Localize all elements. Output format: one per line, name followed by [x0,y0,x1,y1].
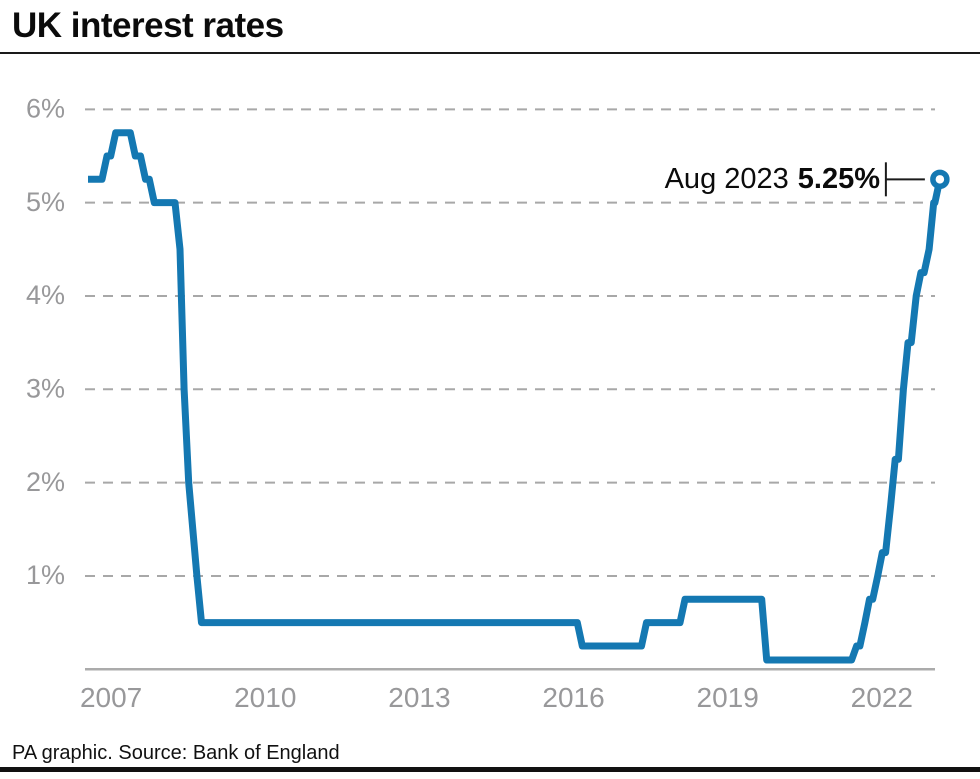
y-axis-label: 1% [26,560,65,590]
y-axis-label: 5% [26,187,65,217]
y-axis-label: 6% [26,93,65,123]
x-axis-label: 2013 [388,682,450,713]
annotation-date: Aug 2023 [664,163,789,195]
x-axis-label: 2016 [542,682,604,713]
bottom-divider [0,767,980,772]
end-marker [930,169,950,190]
latest-rate-annotation: Aug 2023 5.25% [665,161,880,197]
x-axis-label: 2010 [234,682,296,713]
rate-line [88,129,944,664]
x-axis-label: 2022 [851,682,913,713]
x-axis-label: 2019 [697,682,759,713]
chart-title: UK interest rates [12,6,284,45]
y-axis-label: 3% [26,373,65,403]
annotation-value: 5.25% [797,163,880,195]
y-axis-label: 2% [26,467,65,497]
source-credit: PA graphic. Source: Bank of England [12,742,340,764]
y-axis-label: 4% [26,280,65,310]
title-divider [0,52,980,54]
x-axis-label: 2007 [80,682,142,713]
